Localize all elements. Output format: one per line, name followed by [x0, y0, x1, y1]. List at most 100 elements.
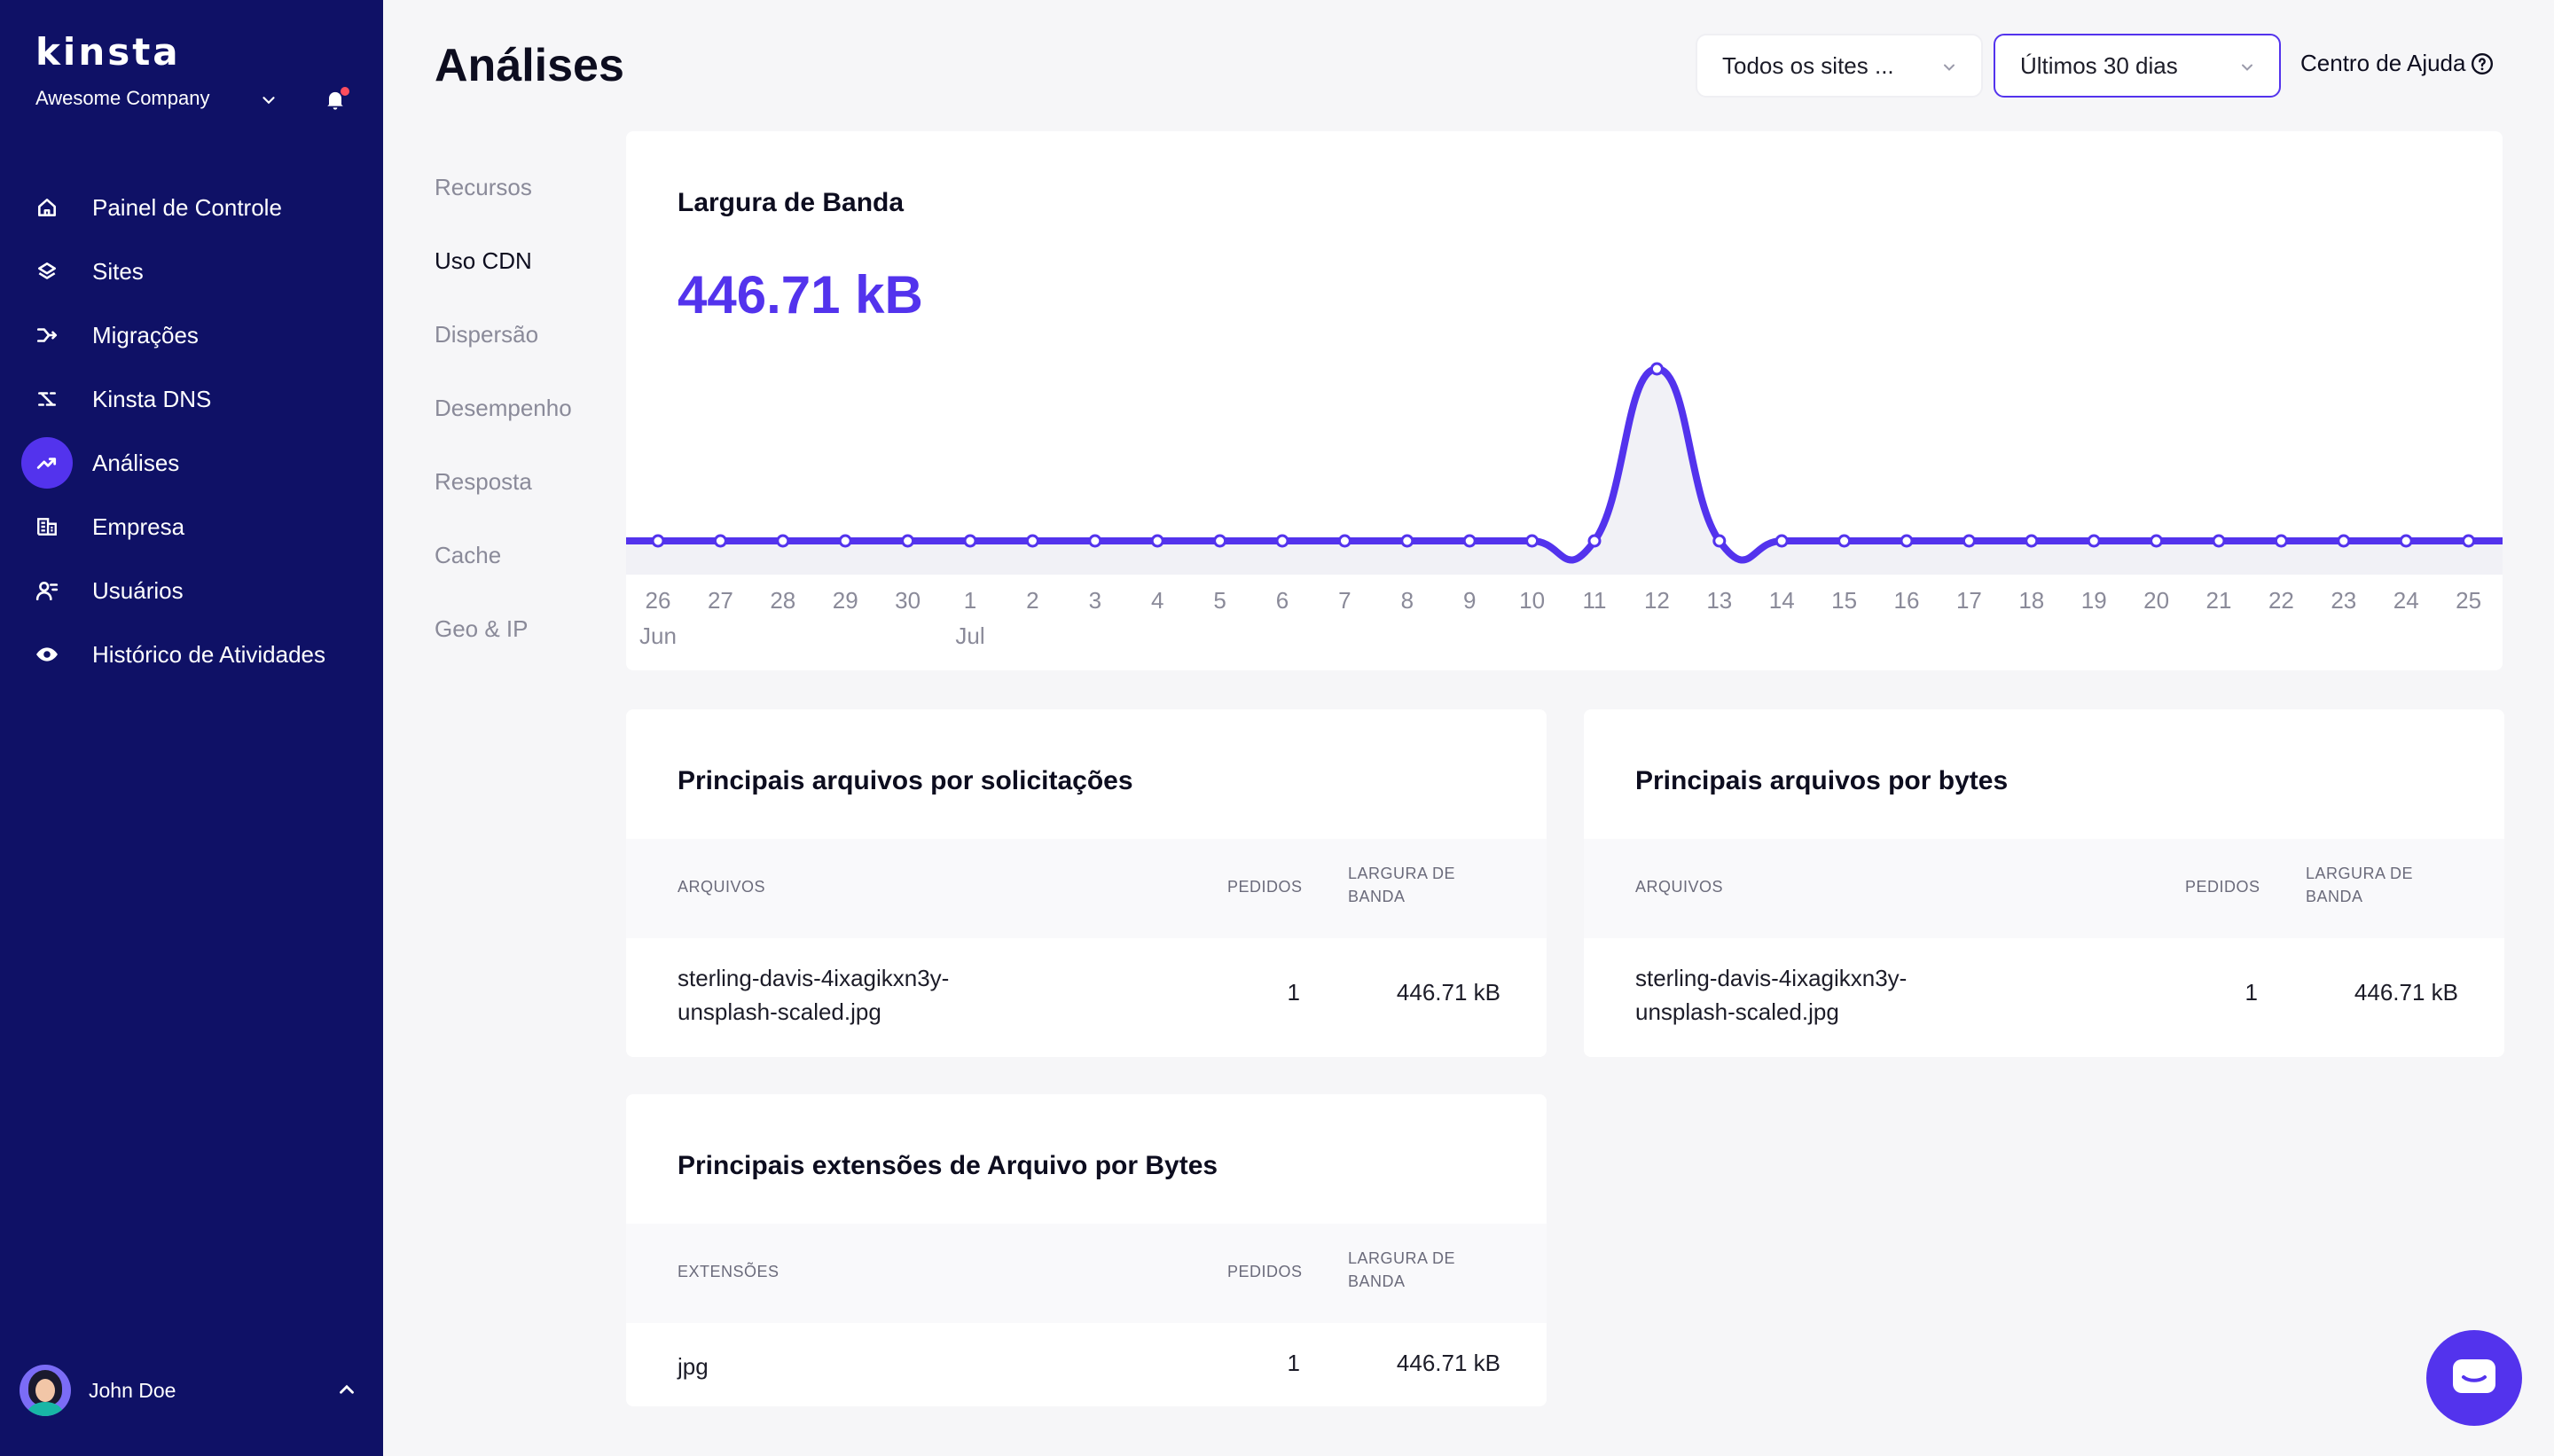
- sidebar-item-label: Histórico de Atividades: [92, 640, 326, 668]
- col-bandwidth[interactable]: LARGURA DE BANDA: [1348, 865, 1456, 905]
- table-header: ARQUIVOS PEDIDOS LARGURA DE BANDA: [626, 839, 1547, 938]
- x-tick-label: 16: [1894, 587, 1920, 614]
- users-icon: [21, 565, 73, 616]
- x-tick-label: 29: [833, 587, 858, 614]
- chart-point: [2462, 534, 2476, 548]
- sidebar-item-analises[interactable]: Análises: [21, 431, 367, 495]
- table-header: ARQUIVOS PEDIDOS LARGURA DE BANDA: [1584, 839, 2504, 938]
- chevron-up-icon[interactable]: [335, 1378, 358, 1401]
- tab-cache[interactable]: Cache: [435, 542, 502, 568]
- card-title: Principais arquivos por bytes: [1635, 766, 2009, 795]
- tab-uso-cdn[interactable]: Uso CDN: [435, 247, 532, 274]
- tab-dispersao[interactable]: Dispersão: [435, 321, 539, 348]
- col-bandwidth[interactable]: LARGURA DE BANDA: [2306, 865, 2414, 905]
- page-title: Análises: [435, 40, 624, 91]
- help-icon: [2472, 52, 2494, 74]
- col-requests[interactable]: PEDIDOS: [2185, 878, 2260, 896]
- chart-point: [1025, 534, 1039, 548]
- chart-point: [1649, 362, 1664, 376]
- request-count: 1: [1287, 979, 1300, 1006]
- bandwidth-total: 446.71 kB: [678, 265, 923, 325]
- x-tick-label: 21: [2206, 587, 2232, 614]
- kinsta-logo[interactable]: kinsta: [35, 30, 181, 74]
- x-tick-label: 30: [895, 587, 921, 614]
- col-files[interactable]: ARQUIVOS: [678, 878, 766, 896]
- chart-point: [1774, 534, 1789, 548]
- card-title: Principais extensões de Arquivo por Byte…: [678, 1151, 1218, 1180]
- user-name: John Doe: [89, 1378, 176, 1402]
- sites-select[interactable]: Todos os sites ...: [1696, 34, 1983, 98]
- tab-resposta[interactable]: Resposta: [435, 468, 532, 495]
- x-tick-label: 11: [1583, 587, 1607, 614]
- help-center-label: Centro de Ajuda: [2300, 50, 2466, 76]
- col-requests[interactable]: PEDIDOS: [1227, 878, 1303, 896]
- chart-point: [2212, 534, 2226, 548]
- chart-line-series: [626, 365, 2503, 564]
- col-files[interactable]: ARQUIVOS: [1635, 878, 1724, 896]
- company-switcher[interactable]: Awesome Company: [35, 87, 210, 109]
- chart-point: [2399, 534, 2413, 548]
- chat-launcher-button[interactable]: [2426, 1330, 2522, 1426]
- x-tick-label: 4: [1151, 587, 1163, 614]
- sidebar-item-sites[interactable]: Sites: [21, 239, 367, 303]
- chart-point: [1587, 534, 1602, 548]
- sidebar-item-label: Kinsta DNS: [92, 385, 212, 412]
- x-tick-label: 24: [2393, 587, 2419, 614]
- chart-point: [1400, 534, 1414, 548]
- x-tick-label: 10: [1519, 587, 1545, 614]
- table-header: EXTENSÕES PEDIDOS LARGURA DE BANDA: [626, 1224, 1547, 1323]
- x-tick-label: 18: [2018, 587, 2044, 614]
- x-tick-label: 23: [2331, 587, 2356, 614]
- period-select-value: Últimos 30 dias: [2020, 51, 2178, 79]
- chart-area-fill: [626, 369, 2503, 575]
- x-month-label: Jul: [955, 622, 984, 649]
- chart-point: [901, 534, 915, 548]
- chart-point: [2337, 534, 2351, 548]
- home-icon: [21, 182, 73, 233]
- sidebar-item-migracoes[interactable]: Migrações: [21, 303, 367, 367]
- sidebar-item-usuarios[interactable]: Usuários: [21, 559, 367, 622]
- chart-point: [1525, 534, 1539, 548]
- x-tick-label: 3: [1089, 587, 1101, 614]
- x-tick-label: 13: [1706, 587, 1732, 614]
- tab-desempenho[interactable]: Desempenho: [435, 395, 572, 421]
- sidebar-item-dns[interactable]: Kinsta DNS: [21, 367, 367, 431]
- migration-icon: [21, 309, 73, 361]
- sidebar-item-empresa[interactable]: Empresa: [21, 495, 367, 559]
- chevron-down-icon: [1944, 64, 1955, 71]
- user-menu[interactable]: John Doe: [20, 1364, 365, 1417]
- x-tick-label: 14: [1769, 587, 1795, 614]
- period-select[interactable]: Últimos 30 dias: [1994, 34, 2281, 98]
- tab-geo-ip[interactable]: Geo & IP: [435, 615, 529, 642]
- x-tick-label: 17: [1956, 587, 1982, 614]
- col-bandwidth[interactable]: LARGURA DE BANDA: [1348, 1249, 1456, 1290]
- bell-icon[interactable]: [323, 87, 348, 112]
- col-extensions[interactable]: EXTENSÕES: [678, 1263, 780, 1280]
- tab-recursos[interactable]: Recursos: [435, 174, 532, 200]
- chart-point: [651, 534, 665, 548]
- request-count: 1: [2245, 979, 2258, 1006]
- sidebar-item-painel[interactable]: Painel de Controle: [21, 176, 367, 239]
- avatar: [20, 1365, 71, 1416]
- sidebar-item-label: Migrações: [92, 321, 199, 348]
- main-nav: Painel de Controle Sites Migrações Kinst…: [21, 176, 367, 686]
- layers-icon: [21, 246, 73, 297]
- help-center-link[interactable]: Centro de Ajuda: [2300, 50, 2494, 77]
- bandwidth-value: 446.71 kB: [1396, 979, 1500, 1006]
- x-tick-label: 19: [2081, 587, 2107, 614]
- x-tick-label: 15: [1831, 587, 1857, 614]
- request-count: 1: [1287, 1350, 1300, 1376]
- col-requests[interactable]: PEDIDOS: [1227, 1263, 1303, 1280]
- sidebar-item-historico[interactable]: Histórico de Atividades: [21, 622, 367, 686]
- top-files-by-bytes-card: Principais arquivos por bytes ARQUIVOS P…: [1584, 709, 2504, 1057]
- chart-point: [1837, 534, 1852, 548]
- sidebar-item-label: Painel de Controle: [92, 193, 282, 221]
- x-tick-label: 22: [2268, 587, 2294, 614]
- x-tick-label: 28: [770, 587, 795, 614]
- top-files-by-requests-card: Principais arquivos por solicitações ARQ…: [626, 709, 1547, 1057]
- chevron-down-icon[interactable]: [259, 90, 278, 110]
- x-tick-label: 26: [646, 587, 671, 614]
- x-tick-label: 6: [1276, 587, 1289, 614]
- chart-point: [1275, 534, 1289, 548]
- x-tick-label: 12: [1644, 587, 1670, 614]
